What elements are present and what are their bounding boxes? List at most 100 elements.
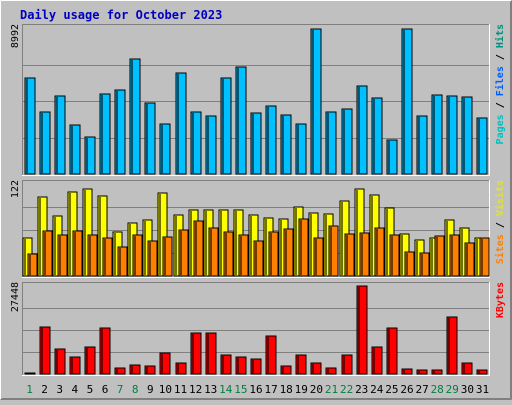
bar-shadow	[159, 194, 161, 276]
x-tick-label-30: 30	[461, 383, 474, 396]
bar-shadow	[192, 113, 194, 174]
x-tick-label-2: 2	[41, 383, 48, 396]
bar-face	[283, 228, 294, 277]
kbytes-bar-kbytes-day-15	[235, 356, 247, 375]
bar-shadow	[463, 98, 465, 174]
bar-face	[27, 253, 38, 277]
bar-shadow	[327, 369, 329, 374]
x-tick-label-27: 27	[415, 383, 428, 396]
visits-bar-sites-day-7	[117, 246, 128, 277]
bar-face	[479, 237, 490, 277]
bar-shadow	[24, 239, 26, 276]
bar-face	[280, 114, 292, 175]
bar-face	[280, 365, 292, 375]
bar-shadow	[116, 369, 118, 374]
visits-bar-sites-day-13	[208, 227, 219, 277]
visits-bar-sites-day-9	[147, 240, 158, 277]
kbytes-bar-kbytes-day-5	[84, 346, 96, 375]
bar-shadow	[116, 91, 118, 174]
visits-bar-sites-day-10	[162, 236, 173, 277]
bar-shadow	[297, 125, 299, 174]
bar-face	[341, 108, 353, 175]
hits-bar-hits-day-25	[386, 139, 398, 175]
bar-face	[344, 233, 355, 277]
x-tick-label-6: 6	[102, 383, 109, 396]
kbytes-bar-kbytes-day-12	[190, 332, 202, 375]
bar-shadow	[265, 219, 267, 276]
bar-face	[39, 111, 51, 175]
bar-shadow	[388, 141, 390, 174]
hits-bar-hits-day-30	[461, 96, 473, 175]
x-tick-label-31: 31	[476, 383, 489, 396]
kbytes-bar-kbytes-day-31	[476, 369, 488, 375]
bar-face	[69, 356, 81, 375]
bar-shadow	[416, 241, 418, 276]
bar-shadow	[210, 229, 212, 276]
kbytes-bar-kbytes-day-1	[24, 372, 36, 375]
bar-face	[144, 365, 156, 375]
bar-face	[250, 358, 262, 375]
bar-shadow	[451, 236, 453, 276]
x-axis: 1 2 3 4 5 6 7 8 9 10 11 12 13 14 15 16 17 18 19 20 21 22 23 24 2…	[26, 383, 489, 396]
bar-shadow	[358, 287, 360, 374]
bar-face	[208, 227, 219, 277]
bar-face	[205, 115, 217, 175]
bar-face	[404, 251, 415, 277]
x-tick-label-20: 20	[310, 383, 323, 396]
bar-shadow	[341, 202, 343, 276]
x-tick-label-11: 11	[174, 383, 187, 396]
bar-shadow	[237, 68, 239, 174]
bar-face	[374, 227, 385, 277]
bar-face	[238, 234, 249, 277]
bar-shadow	[418, 371, 420, 374]
bar-face	[386, 327, 398, 375]
bar-face	[129, 364, 141, 375]
bar-shadow	[295, 208, 297, 276]
x-tick-label-23: 23	[355, 383, 368, 396]
x-tick-label-13: 13	[204, 383, 217, 396]
bar-face	[476, 369, 488, 375]
bar-face	[310, 28, 322, 175]
bar-face	[147, 240, 158, 277]
bar-shadow	[54, 217, 56, 276]
bar-shadow	[391, 236, 393, 276]
bar-shadow	[373, 99, 375, 174]
visits-axis-label-part-3: Visits	[494, 180, 506, 216]
bar-shadow	[71, 358, 73, 374]
bar-face	[99, 327, 111, 375]
visits-bar-sites-day-8	[132, 234, 143, 277]
bar-shadow	[134, 236, 136, 276]
kbytes-bar-kbytes-day-21	[325, 367, 337, 375]
hits-bar-hits-day-23	[356, 85, 368, 175]
bar-face	[84, 346, 96, 375]
bar-face	[235, 356, 247, 375]
hits-bar-hits-day-5	[84, 136, 96, 175]
bar-face	[431, 94, 443, 175]
x-tick-label-8: 8	[132, 383, 139, 396]
bar-shadow	[44, 232, 46, 276]
visits-bar-sites-day-21	[328, 225, 339, 277]
hits-series-hits	[24, 28, 488, 175]
x-tick-label-16: 16	[249, 383, 262, 396]
bar-face	[117, 246, 128, 277]
bar-shadow	[373, 348, 375, 374]
bar-face	[295, 123, 307, 175]
bar-face	[69, 124, 81, 175]
bar-shadow	[84, 190, 86, 276]
bar-face	[99, 93, 111, 175]
visits-axis-label-part-1: Sites	[494, 234, 506, 264]
hits-bar-hits-day-27	[416, 115, 428, 175]
bar-shadow	[39, 198, 41, 276]
bar-face	[313, 237, 324, 277]
bar-face	[54, 348, 66, 375]
kbytes-bar-kbytes-day-28	[431, 369, 443, 375]
bar-shadow	[325, 215, 327, 276]
visits-bar-sites-day-30	[464, 242, 475, 277]
bar-shadow	[433, 371, 435, 374]
bar-face	[223, 231, 234, 277]
visits-bar-sites-day-2	[42, 230, 53, 277]
bar-shadow	[41, 113, 43, 174]
x-tick-label-3: 3	[56, 383, 63, 396]
visits-bar-sites-day-23	[359, 232, 370, 277]
x-tick-label-18: 18	[280, 383, 293, 396]
